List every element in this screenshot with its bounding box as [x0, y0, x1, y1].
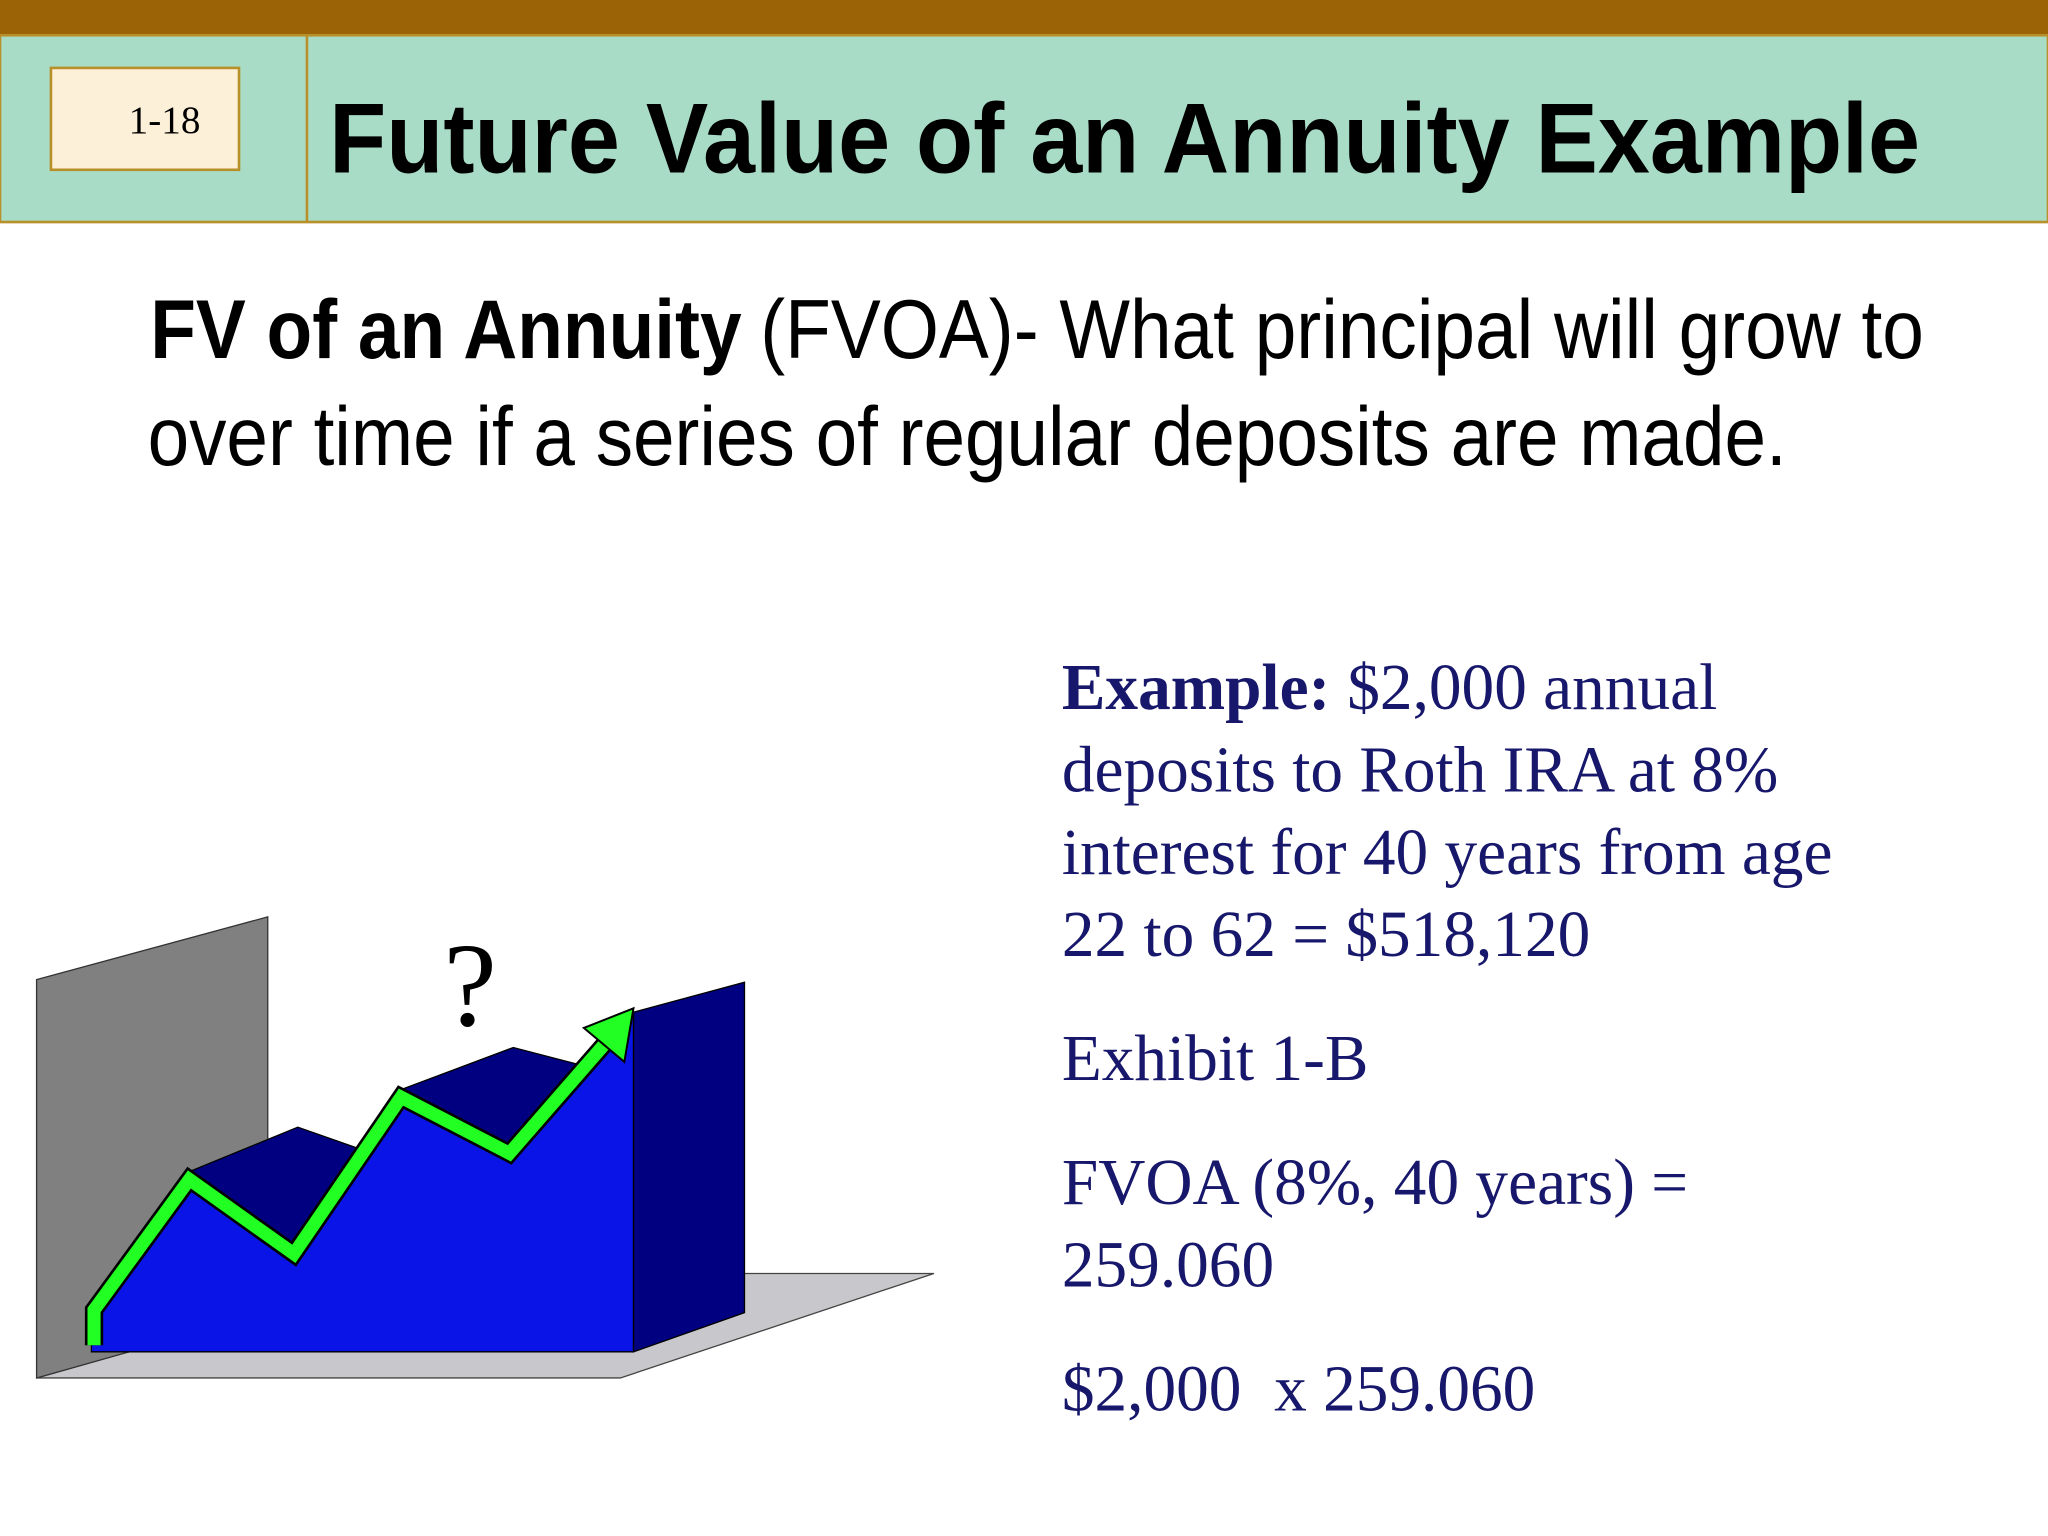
example-block: Example: $2,000 annual deposits to Roth I… [1062, 652, 1833, 1425]
arrow-line [87, 1036, 613, 1346]
factor-line: FVOA (8%, 40 years) = [1062, 1147, 1688, 1219]
calculation: $2,000 x 259.060 [1062, 1354, 1535, 1426]
definition-text: (FVOA)- What principal will grow to [760, 282, 1924, 376]
factor-line: 259.060 [1062, 1230, 1274, 1302]
definition-term: FV of an Annuity [150, 282, 742, 376]
example-line: 22 to 62 = $518,120 [1062, 899, 1590, 971]
example-text: $2,000 annual [1347, 652, 1717, 724]
definition-line: FV of an Annuity(FVOA)- What principal w… [150, 282, 1924, 376]
top-bar [0, 0, 2048, 36]
exhibit: Exhibit 1-B [1062, 1023, 1369, 1095]
slide-title: Future Value of an Annuity Example [329, 83, 1920, 194]
question-mark: ? [444, 918, 497, 1051]
definition-line: over time if a series of regular deposit… [148, 389, 1787, 483]
side-face [632, 981, 746, 1353]
slide-number: 1-18 [129, 99, 201, 142]
example-label: Example: [1062, 652, 1330, 724]
illustration: ? [35, 916, 935, 1379]
slide-number-box [49, 66, 241, 172]
example-line: Example: $2,000 annual [1062, 652, 1717, 724]
example-line: interest for 40 years from age [1062, 817, 1833, 889]
example-line: deposits to Roth IRA at 8% [1062, 735, 1778, 807]
header-band [0, 33, 2048, 224]
arrow-head [581, 1006, 635, 1064]
